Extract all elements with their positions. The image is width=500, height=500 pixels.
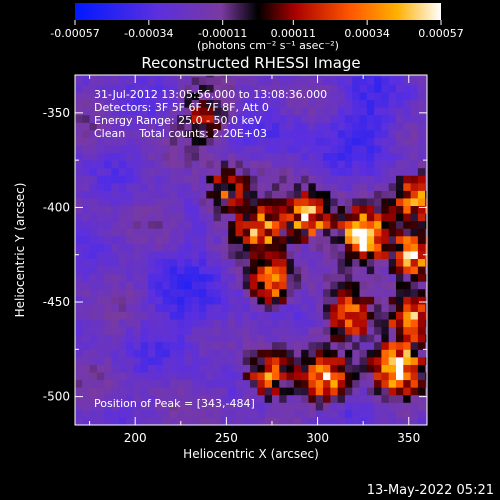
colorbar — [75, 3, 441, 20]
y-tick-label: -450 — [43, 295, 70, 309]
y-axis-label: Heliocentric Y (arcsec) — [13, 183, 27, 318]
colorbar-tick-label: -0.00034 — [124, 27, 173, 40]
colorbar-tick-label: -0.00057 — [50, 27, 99, 40]
y-tick-label: -350 — [43, 106, 70, 120]
colorbar-ticks: -0.00057 -0.00034 -0.00011 0.00011 0.00034 0.… — [50, 20, 464, 40]
y-tick-label: -400 — [43, 200, 70, 214]
timestamp: 13-May-2022 05:21 — [366, 483, 494, 498]
annotation-peak: Position of Peak = [343,-484] — [94, 397, 255, 410]
heatmap-image — [75, 75, 427, 425]
x-tick-label: 300 — [306, 431, 329, 445]
annotation-detectors: Detectors: 3F 5F 6F 7F 8F, Att 0 — [94, 101, 269, 114]
colorbar-tick-label: 0.00057 — [418, 27, 464, 40]
x-tick-label: 350 — [397, 431, 420, 445]
annotation-energy: Energy Range: 25.0 - 50.0 keV — [94, 114, 262, 127]
colorbar-tick-label: -0.00011 — [198, 27, 247, 40]
axes: 200 250 300 350 -350 -400 -450 -500 — [43, 75, 427, 445]
plot-frame — [74, 74, 428, 426]
colorbar-tick-label: 0.00011 — [271, 27, 317, 40]
colorbar-unit-label: (photons cm⁻² s⁻¹ asec⁻²) — [197, 39, 339, 52]
chart-title: Reconstructed RHESSI Image — [141, 54, 360, 72]
x-axis-label: Heliocentric X (arcsec) — [183, 447, 319, 461]
annotation-time: 31-Jul-2012 13:05:56.000 to 13:08:36.000 — [94, 88, 328, 101]
annotation-clean: Clean Total counts: 2.20E+03 — [94, 127, 268, 140]
y-tick-label: -500 — [43, 390, 70, 404]
colorbar-tick-label: 0.00034 — [344, 27, 390, 40]
x-tick-label: 250 — [215, 431, 238, 445]
x-tick-label: 200 — [124, 431, 147, 445]
